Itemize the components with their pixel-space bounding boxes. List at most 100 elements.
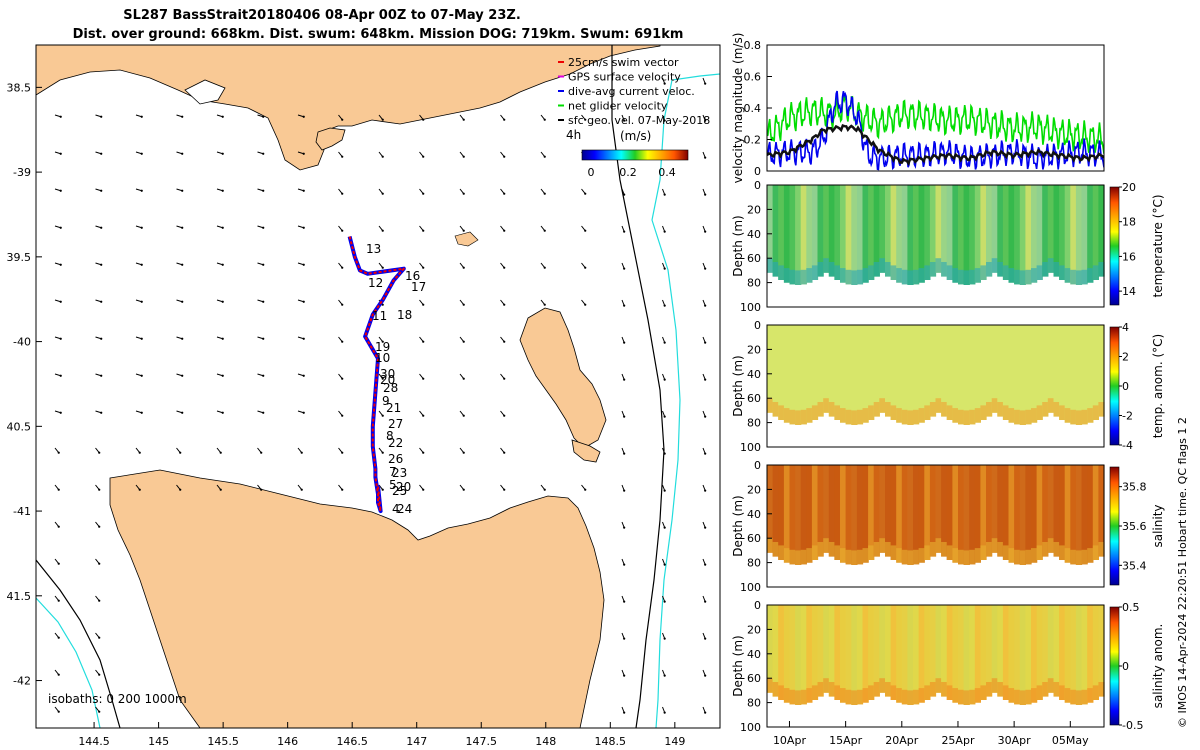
vector-arrow-head bbox=[503, 451, 506, 454]
heatmap-column bbox=[974, 185, 981, 283]
heatmap-column bbox=[907, 465, 914, 565]
vector-arrow-head bbox=[262, 226, 265, 229]
vector-arrow-head bbox=[100, 411, 103, 414]
vector-arrow-head bbox=[704, 452, 707, 455]
heatmap-bottom-layer bbox=[778, 685, 785, 700]
heatmap-column bbox=[772, 325, 779, 417]
vector-arrow-head bbox=[584, 118, 587, 121]
heatmap-bottom-layer bbox=[1047, 398, 1054, 413]
heatmap-bottom-layer bbox=[1036, 545, 1043, 560]
heatmap-column bbox=[800, 605, 807, 705]
vector-arrow-head bbox=[181, 411, 184, 414]
legend-label: sfc geo. vel. 07-May-2018 bbox=[568, 114, 710, 127]
heatmap-bottom-layer bbox=[924, 545, 931, 560]
heatmap-y-tick-label: 0 bbox=[754, 599, 761, 612]
vector-arrow-head bbox=[59, 374, 62, 377]
heatmap-bottom-layer bbox=[772, 262, 779, 277]
heatmap-bottom-layer bbox=[885, 262, 892, 277]
heatmap-bottom-layer bbox=[845, 689, 852, 705]
heatmap-bottom-layer bbox=[913, 689, 920, 705]
heatmap-column bbox=[778, 465, 785, 560]
vector-arrow-head bbox=[663, 526, 666, 529]
heatmap-bottom-layer bbox=[1098, 402, 1105, 417]
heatmap-column bbox=[907, 185, 914, 285]
heatmap-bottom-layer bbox=[823, 398, 830, 413]
heatmap-column bbox=[811, 605, 819, 700]
heatmap-bottom-layer bbox=[1014, 689, 1021, 705]
heatmap-bottom-layer bbox=[817, 682, 824, 697]
heatmap-column bbox=[1070, 605, 1077, 705]
heatmap-bottom-layer bbox=[1059, 405, 1066, 420]
heatmap-bottom-layer bbox=[1042, 682, 1049, 697]
heatmap-column bbox=[767, 465, 774, 553]
heatmap-column bbox=[918, 325, 925, 423]
heatmap-column bbox=[1059, 185, 1066, 280]
heatmap-bottom-layer bbox=[1014, 269, 1021, 285]
vector-arrow-head bbox=[462, 488, 465, 491]
heatmap-column bbox=[834, 185, 841, 280]
glider-track-swim bbox=[348, 236, 405, 513]
vector-arrow-head bbox=[704, 156, 707, 159]
heatmap-bottom-layer bbox=[1087, 548, 1094, 563]
heatmap-column bbox=[997, 465, 1004, 557]
vector-arrow-head bbox=[503, 377, 506, 380]
land-small-islands bbox=[454, 231, 479, 247]
legend-label: net glider velocity bbox=[568, 100, 668, 113]
heatmap-column bbox=[929, 325, 937, 417]
heatmap-column bbox=[941, 605, 948, 697]
heatmap-column bbox=[991, 185, 998, 273]
vector-arrow-head bbox=[100, 115, 103, 118]
heatmap-bottom-layer bbox=[918, 688, 925, 703]
heatmap-bottom-layer bbox=[1019, 690, 1026, 705]
date-tick-label: 05May bbox=[1052, 734, 1089, 747]
track-day-label: 25 bbox=[392, 484, 407, 498]
heatmap-column bbox=[958, 185, 965, 285]
heatmap-column bbox=[1059, 605, 1066, 700]
surface-geostrophic-vectors bbox=[54, 77, 707, 714]
heatmap-y-tick-label: 0 bbox=[754, 319, 761, 332]
heatmap-bottom-layer bbox=[946, 545, 953, 560]
heatmap-bottom-layer bbox=[918, 408, 925, 423]
track-day-label: 8 bbox=[386, 429, 394, 443]
heatmap-column bbox=[772, 605, 779, 697]
heatmap-bottom-layer bbox=[1031, 268, 1038, 283]
heatmap-bottom-layer bbox=[980, 545, 987, 560]
heatmap-bottom-layer bbox=[1014, 549, 1021, 565]
heatmap-column bbox=[789, 465, 796, 565]
heatmap-bottom-layer bbox=[811, 405, 819, 420]
heatmap-column bbox=[879, 185, 886, 273]
vector-arrow-head bbox=[584, 488, 587, 491]
heatmap-column bbox=[1098, 325, 1105, 417]
heatmap-column bbox=[885, 605, 892, 697]
vector-arrow-head bbox=[181, 300, 184, 303]
vector-arrow-head bbox=[57, 710, 60, 713]
vector-arrow-head bbox=[422, 155, 425, 158]
heatmap-y-tick-label: 0 bbox=[754, 179, 761, 192]
heatmap-column bbox=[806, 465, 813, 563]
heatmap-bottom-layer bbox=[811, 685, 819, 700]
vector-arrow-head bbox=[140, 411, 143, 414]
vector-arrow-head bbox=[221, 263, 224, 266]
heatmap-column bbox=[800, 465, 807, 565]
vector-arrow-head bbox=[221, 152, 224, 155]
heatmap-bottom-layer bbox=[1053, 402, 1060, 417]
heatmap-column bbox=[868, 465, 875, 560]
vector-arrow-head bbox=[623, 637, 626, 640]
heatmap-bottom-layer bbox=[969, 269, 976, 285]
heatmap-column bbox=[986, 605, 993, 697]
heatmap-bottom-layer bbox=[1081, 549, 1088, 565]
heatmap-column bbox=[868, 605, 875, 700]
heatmap-bottom-layer bbox=[901, 689, 908, 705]
vector-arrow-head bbox=[59, 226, 62, 229]
heatmap-bottom-layer bbox=[1064, 688, 1071, 703]
heatmap-bottom-layer bbox=[1092, 265, 1099, 280]
vector-arrow-head bbox=[422, 377, 425, 380]
heatmap-bottom-layer bbox=[969, 689, 976, 705]
heatmap-column bbox=[767, 605, 774, 693]
heatmap-bottom-layer bbox=[873, 402, 880, 417]
vector-arrow-head bbox=[302, 374, 305, 377]
vector-arrow-head bbox=[663, 82, 666, 85]
heatmap-bottom-layer bbox=[890, 685, 897, 700]
velocity-series bbox=[767, 90, 1104, 171]
vector-arrow-head bbox=[704, 193, 707, 196]
